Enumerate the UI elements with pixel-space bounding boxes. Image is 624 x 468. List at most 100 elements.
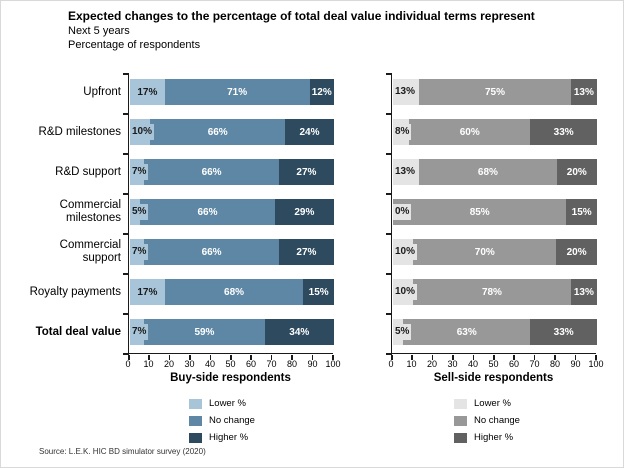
bar-row: 7% 59% 34% [130,319,334,345]
segment-value-label: 13% [573,86,594,98]
y-axis-tick [123,73,129,75]
segment-value-label: 75% [484,86,505,98]
y-axis-tick [386,353,392,355]
segment-value-label: 20% [566,166,587,178]
plot-area: 13% 75% 13% 8% 60% 33% 13% 68% 20% 0% 85% 15% 10% 70%… [386,73,597,360]
segment-value-label: 70% [474,246,495,258]
x-axis-tick [452,355,454,360]
x-axis-tick [332,355,334,360]
y-axis-tick [386,313,392,315]
segment-value-label: 71% [227,86,248,98]
bar-row: 5% 66% 29% [130,199,334,225]
legend-swatch [189,432,202,443]
x-axis-tick [472,355,475,360]
bar-row: 7% 66% 27% [130,159,334,185]
x-axis-tick [148,355,150,360]
buy-side-chart: Upfront R&D milestones R&D support Commerci… [30,73,341,384]
category-labels: Upfront R&D milestones R&D support Commerci… [29,73,121,354]
segment-value-label: 10% [393,244,418,260]
y-axis-tick [123,113,129,115]
segment-value-label: 34% [289,326,310,338]
x-tick-label: 60 [508,359,520,369]
x-tick-label: 60 [245,359,257,369]
category-label: Commercial milestones [59,199,121,224]
x-axis-tick [431,355,434,360]
segment-value-label: 59% [194,326,215,338]
bar-segment: 60% [409,119,531,145]
bar-segment: 13% [570,279,597,305]
bar-segment: 5% [393,319,412,345]
segment-value-label: 66% [201,246,222,258]
bar-row: 10% 70% 20% [393,239,597,265]
bar-segment: 12% [309,79,334,105]
segment-value-label: 0% [393,204,412,220]
y-axis-tick [123,233,129,235]
bar-segment: 20% [556,159,597,185]
x-tick-label: 100 [325,359,341,369]
x-axis-tick [209,355,212,360]
segment-value-label: 15% [571,206,592,218]
legend-label: Lower % [474,398,511,409]
bar-segment: 29% [274,199,334,225]
segment-value-label: 15% [308,286,329,298]
bar-segment: 34% [264,319,334,345]
legend-label: No change [209,415,255,426]
x-axis-tick-labels: 0 10 20 30 40 50 60 70 80 90 100 [388,359,603,371]
x-axis-tick [493,355,495,360]
bar-segment: 10% [130,119,155,145]
plot-area: 17% 71% 12% 10% 66% 24% 7% 66% 27% 5% 66% 29% 7% 66% 2… [123,73,334,360]
bar-segment: 59% [144,319,265,345]
page-subtitle: Next 5 years [68,25,130,37]
x-axis-tick [291,355,293,360]
bar-segment: 17% [130,79,165,105]
legend-swatch [454,432,467,443]
segment-value-label: 20% [566,246,587,258]
unit-label: Percentage of respondents [68,39,201,51]
legend-entry: No change [454,412,520,429]
category-label: R&D milestones [38,125,121,138]
x-tick-label: 90 [570,359,581,369]
segment-value-label: 63% [456,326,477,338]
legend-entry: Lower % [454,395,520,412]
bar-row: 10% 66% 24% [130,119,334,145]
legend-entry: Lower % [189,395,255,412]
legend-label: No change [474,415,520,426]
x-tick-label: 20 [163,359,175,369]
legend-swatch [454,398,467,409]
bar-segment: 8% [393,119,412,145]
segment-value-label: 17% [137,286,158,298]
bar-segment: 24% [285,119,334,145]
segment-value-label: 33% [553,126,574,138]
y-axis-tick [386,113,392,115]
bar-segment: 15% [566,199,597,225]
x-tick-label: 80 [286,359,298,369]
legend-entry: Higher % [454,429,520,446]
bar-segment: 20% [556,239,597,265]
y-axis-tick [123,353,129,355]
bar-segment: 33% [530,119,597,145]
bar-segment: 13% [570,79,597,105]
x-axis-title: Buy-side respondents [170,372,291,384]
segment-value-label: 7% [130,324,149,340]
x-tick-label: 80 [549,359,561,369]
bar-segment: 15% [303,279,334,305]
x-tick-label: 90 [307,359,318,369]
category-label: Total deal value [35,325,121,338]
bar-segment: 78% [413,279,571,305]
x-tick-label: 70 [266,359,277,369]
bar-segment: 70% [413,239,557,265]
bar-row: 8% 60% 33% [393,119,597,145]
bar-row: 13% 68% 20% [393,159,597,185]
legend-swatch [189,415,202,426]
x-axis-tick [189,355,191,360]
x-axis-tick [270,355,273,360]
segment-value-label: 66% [197,206,218,218]
bar-segment: 33% [530,319,597,345]
page-title: Expected changes to the percentage of to… [68,9,535,23]
bar-row: 17% 68% 15% [130,279,334,305]
y-axis-tick [386,273,392,275]
y-axis-tick [123,273,129,275]
bar-segment: 66% [140,199,275,225]
y-axis-tick [386,233,392,235]
x-tick-label: 50 [225,359,236,369]
